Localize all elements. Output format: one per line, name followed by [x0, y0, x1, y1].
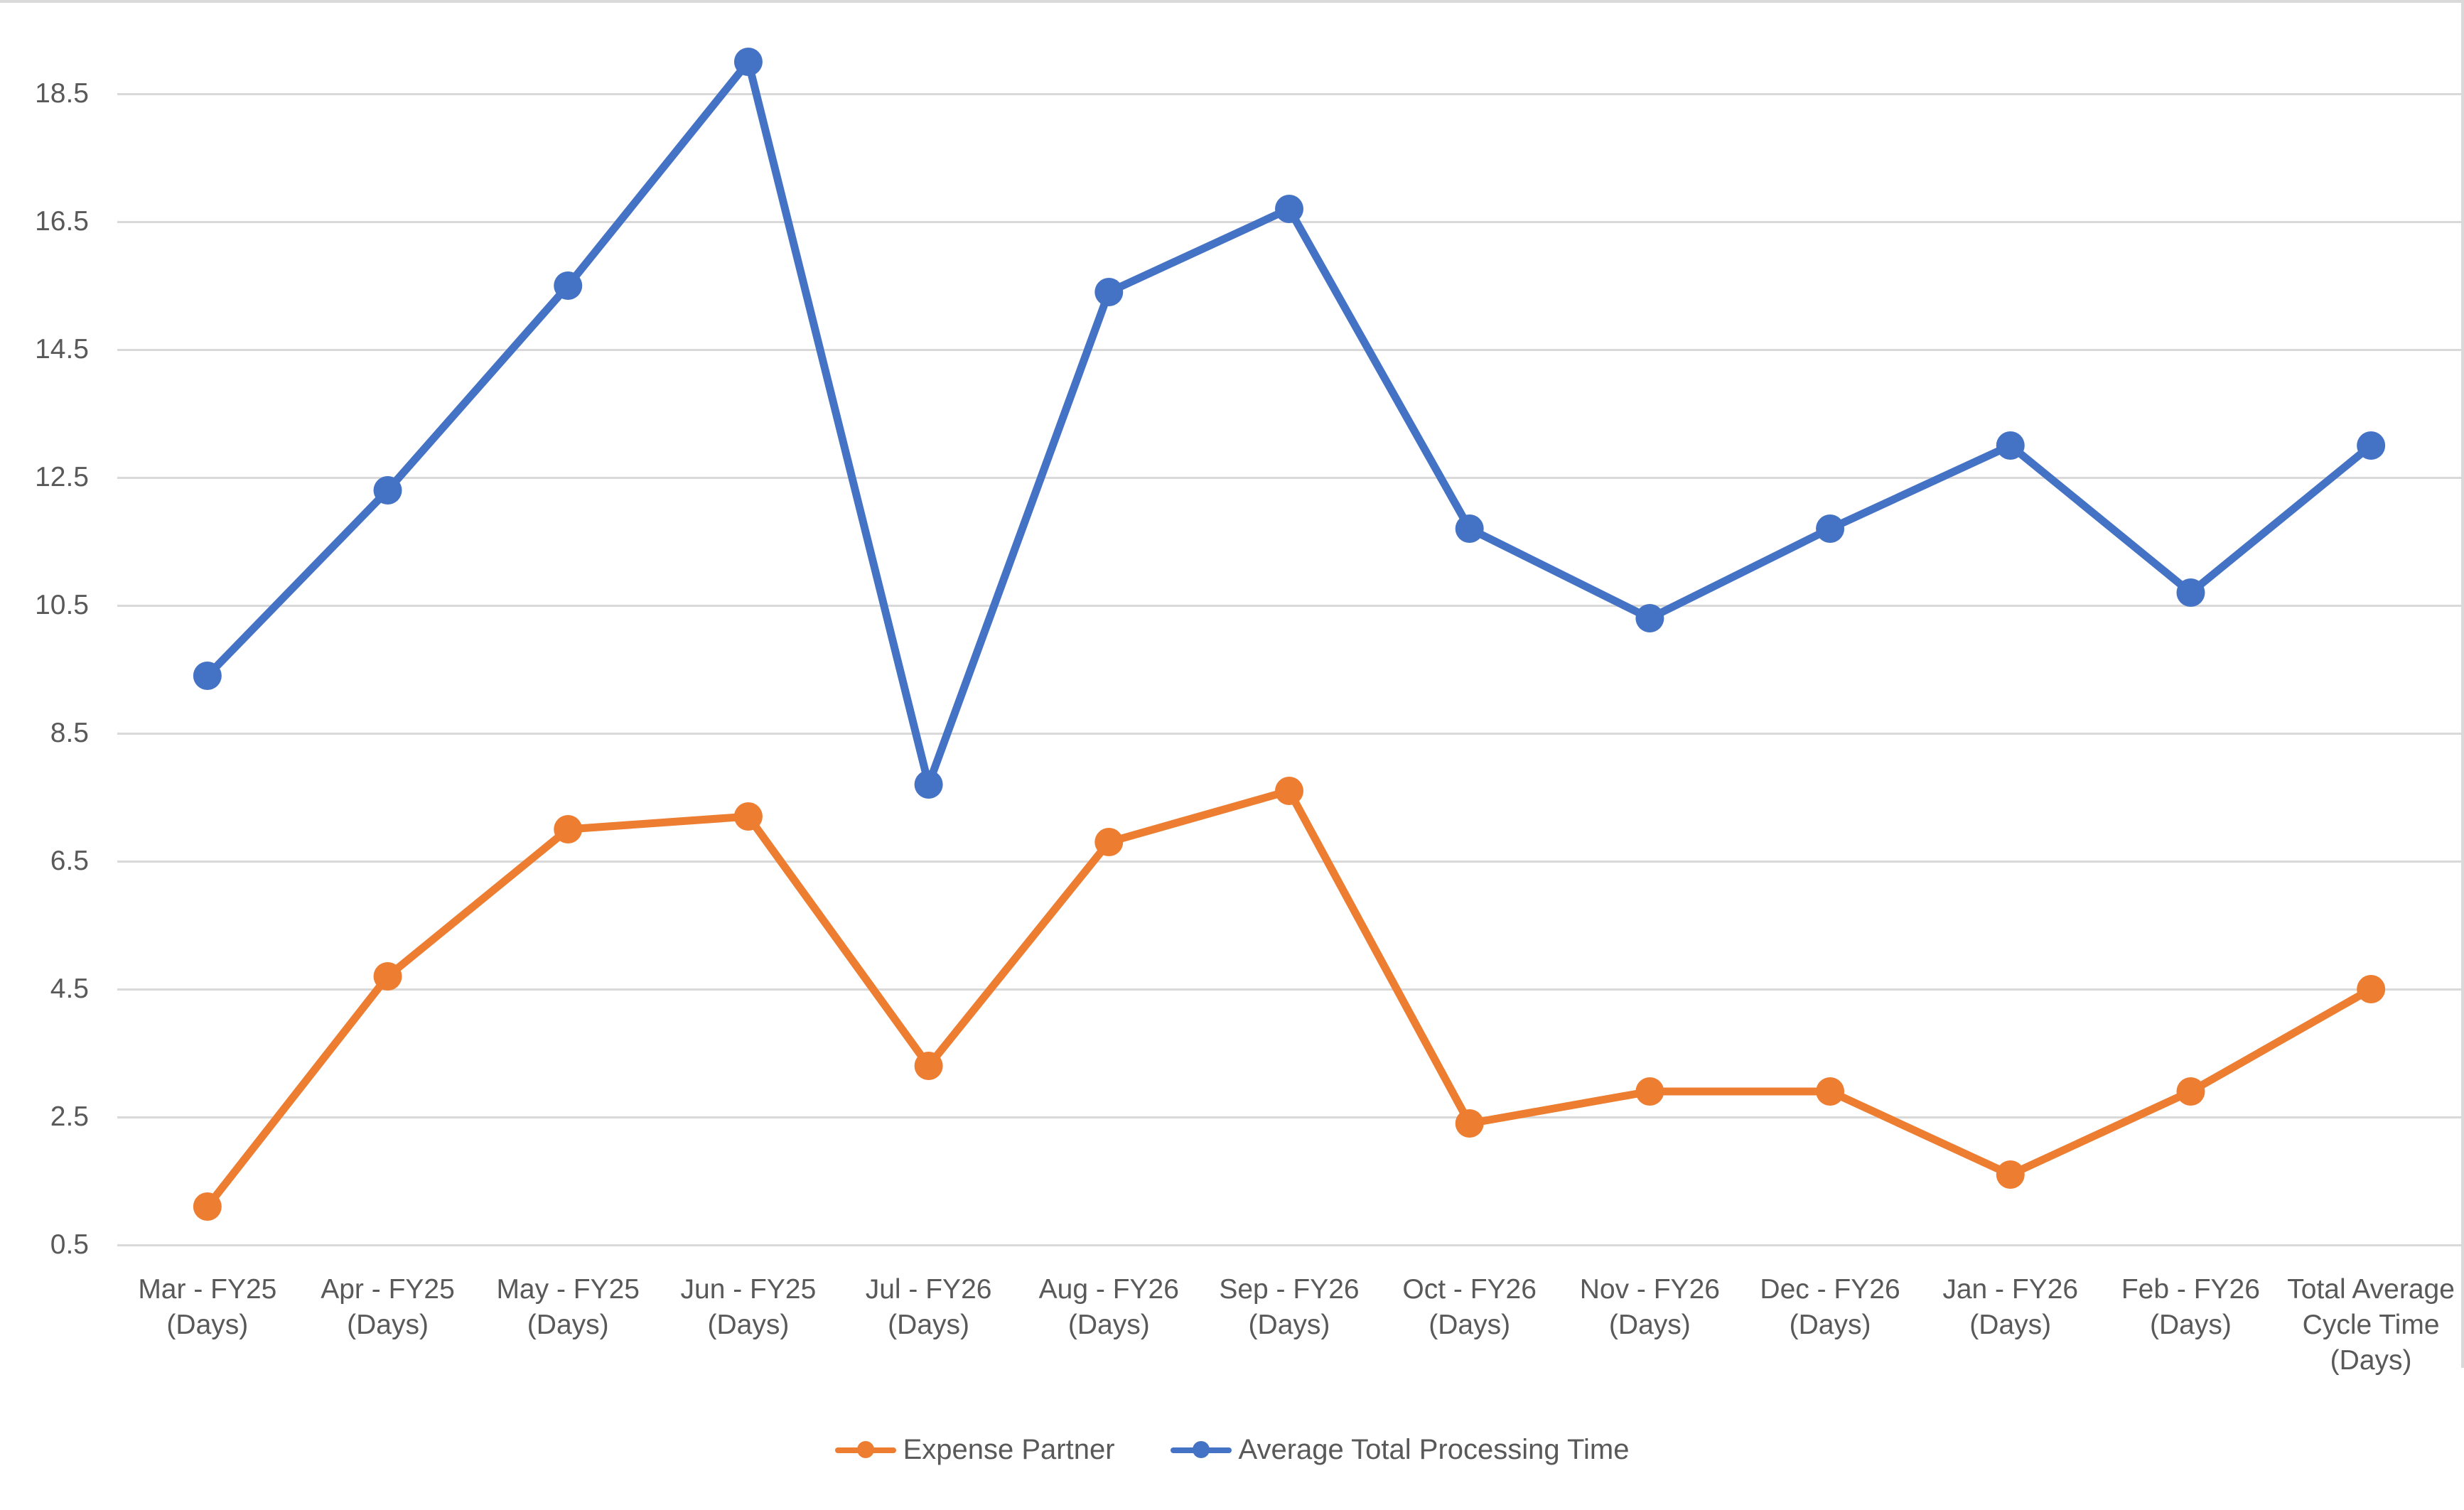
legend-label: Average Total Processing Time — [1238, 1434, 1630, 1465]
data-point[interactable] — [554, 815, 583, 843]
x-axis-tick-label: May - FY25 (Days) — [496, 1274, 640, 1340]
gridline — [117, 605, 2464, 607]
gridline — [117, 733, 2464, 735]
y-axis-tick-label: 2.5 — [50, 1101, 89, 1132]
y-axis-labels: 0.5 2.5 4.5 6.5 8.5 10.5 12.5 14.5 16.5 18.5 — [0, 0, 117, 1279]
data-point[interactable] — [373, 476, 402, 505]
gridline — [117, 93, 2464, 95]
x-axis-tick-label: Jun - FY25 (Days) — [680, 1274, 817, 1340]
data-point[interactable] — [1635, 604, 1664, 632]
gridline — [117, 349, 2464, 351]
legend-item-2[interactable]: Average Total Processing Time — [1170, 1434, 1630, 1465]
y-axis-tick-label: 18.5 — [35, 78, 89, 109]
plot-right-border — [2461, 0, 2464, 1368]
plot-area — [193, 48, 2386, 1221]
data-point[interactable] — [193, 662, 222, 690]
gridline — [117, 988, 2464, 991]
chart-legend: Expense Partner Average Total Processing … — [0, 1435, 2464, 1464]
x-axis-tick-label: Apr - FY25 (Days) — [321, 1274, 455, 1340]
y-axis-tick-label: 16.5 — [35, 206, 89, 237]
x-axis-labels: Mar - FY25 (Days) Apr - FY25 (Days) May - … — [117, 1272, 2461, 1379]
data-point[interactable] — [1996, 431, 2025, 460]
y-axis-tick-label: 6.5 — [50, 846, 89, 876]
data-point[interactable] — [1816, 514, 1845, 543]
series-line — [203, 58, 2375, 789]
x-axis-tick-label: Sep - FY26 (Days) — [1219, 1274, 1360, 1340]
data-point[interactable] — [733, 48, 763, 76]
plot-top-border — [0, 0, 2464, 3]
legend-marker-icon — [834, 1441, 896, 1458]
y-axis-tick-label: 4.5 — [50, 974, 89, 1004]
data-point[interactable] — [1455, 1109, 1484, 1138]
gridline — [117, 1116, 2464, 1118]
data-point[interactable] — [2176, 578, 2205, 607]
series-2 — [193, 48, 2386, 799]
data-point[interactable] — [1816, 1077, 1845, 1106]
x-axis-tick-label: Total Average Cycle Time (Days) — [2287, 1274, 2455, 1376]
x-axis-tick-label: Mar - FY25 (Days) — [138, 1274, 277, 1340]
y-axis-tick-label: 12.5 — [35, 462, 89, 492]
data-point[interactable] — [373, 962, 402, 991]
gridline — [117, 1244, 2464, 1246]
data-point[interactable] — [1996, 1160, 2025, 1189]
data-point[interactable] — [733, 802, 763, 831]
x-axis-tick-label: Nov - FY26 (Days) — [1579, 1274, 1720, 1340]
legend-item-1[interactable]: Expense Partner — [834, 1434, 1115, 1465]
data-point[interactable] — [1094, 828, 1124, 856]
series-line — [203, 787, 2375, 1211]
data-point[interactable] — [2176, 1077, 2205, 1106]
data-point[interactable] — [1275, 777, 1303, 805]
y-axis-tick-label: 8.5 — [50, 718, 89, 748]
y-axis-tick-label: 10.5 — [35, 590, 89, 620]
x-axis-tick-label: Aug - FY26 (Days) — [1038, 1274, 1179, 1340]
legend-marker-icon — [1170, 1441, 1232, 1458]
data-point[interactable] — [1455, 514, 1484, 543]
data-point[interactable] — [2357, 431, 2386, 460]
data-point[interactable] — [2357, 975, 2386, 1003]
y-axis-tick-label: 14.5 — [35, 334, 89, 365]
gridline — [117, 861, 2464, 863]
legend-label: Expense Partner — [903, 1434, 1115, 1465]
x-axis-tick-label: Feb - FY26 (Days) — [2121, 1274, 2260, 1340]
x-axis-tick-label: Dec - FY26 (Days) — [1760, 1274, 1900, 1340]
data-point[interactable] — [1275, 195, 1303, 223]
series-1 — [193, 777, 2386, 1221]
data-point[interactable] — [1635, 1077, 1664, 1106]
data-point[interactable] — [554, 271, 583, 300]
gridline — [117, 477, 2464, 479]
x-axis-tick-label: Jan - FY26 (Days) — [1942, 1274, 2079, 1340]
data-point[interactable] — [914, 770, 943, 799]
data-point[interactable] — [193, 1192, 222, 1221]
data-point[interactable] — [914, 1052, 943, 1080]
x-axis-tick-label: Oct - FY26 (Days) — [1402, 1274, 1537, 1340]
x-axis-tick-label: Jul - FY26 (Days) — [865, 1274, 992, 1340]
y-axis-tick-label: 0.5 — [50, 1229, 89, 1260]
data-point[interactable] — [1094, 278, 1124, 306]
